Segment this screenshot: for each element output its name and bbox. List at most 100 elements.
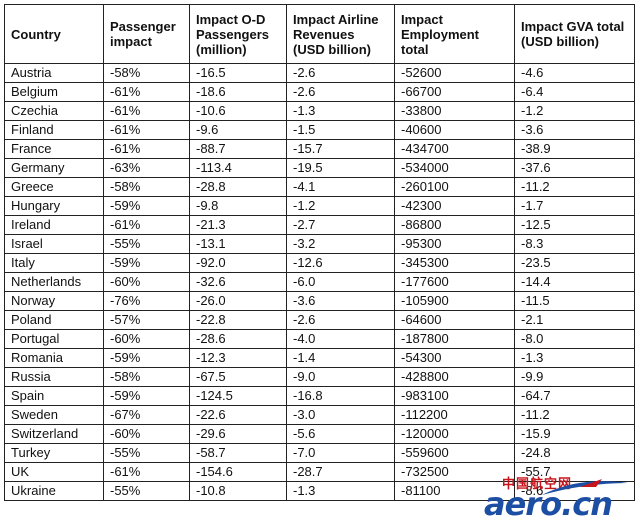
cell-passenger-impact: -61% <box>103 462 190 482</box>
cell-passenger-impact: -61% <box>103 215 190 235</box>
cell-passenger-impact: -60% <box>103 424 190 444</box>
table-row: Israel -55% -13.1 -3.2 -95300 -8.3 <box>4 234 635 254</box>
cell-passenger-impact: -60% <box>103 272 190 292</box>
cell-od-passengers: -10.8 <box>189 481 287 501</box>
cell-passenger-impact: -55% <box>103 481 190 501</box>
table-row: Turkey -55% -58.7 -7.0 -559600 -24.8 <box>4 443 635 463</box>
cell-country: Israel <box>4 234 104 254</box>
table-row: Sweden -67% -22.6 -3.0 -112200 -11.2 <box>4 405 635 425</box>
cell-gva: -1.3 <box>514 348 635 368</box>
cell-airline-revenues: -16.8 <box>286 386 395 406</box>
cell-passenger-impact: -61% <box>103 82 190 102</box>
cell-airline-revenues: -19.5 <box>286 158 395 178</box>
cell-country: Spain <box>4 386 104 406</box>
table-row: Ireland -61% -21.3 -2.7 -86800 -12.5 <box>4 215 635 235</box>
table-row: Hungary -59% -9.8 -1.2 -42300 -1.7 <box>4 196 635 216</box>
header-passenger-impact: Passenger impact <box>103 4 190 64</box>
cell-country: Ireland <box>4 215 104 235</box>
cell-passenger-impact: -58% <box>103 63 190 83</box>
cell-gva: -64.7 <box>514 386 635 406</box>
cell-passenger-impact: -61% <box>103 120 190 140</box>
cell-od-passengers: -88.7 <box>189 139 287 159</box>
cell-airline-revenues: -2.6 <box>286 63 395 83</box>
table-row: Belgium -61% -18.6 -2.6 -66700 -6.4 <box>4 82 635 102</box>
cell-country: Netherlands <box>4 272 104 292</box>
cell-gva: -11.2 <box>514 177 635 197</box>
cell-country: Hungary <box>4 196 104 216</box>
cell-country: France <box>4 139 104 159</box>
cell-country: Romania <box>4 348 104 368</box>
table-row: Switzerland -60% -29.6 -5.6 -120000 -15.9 <box>4 424 635 444</box>
cell-passenger-impact: -61% <box>103 101 190 121</box>
cell-employment: -428800 <box>394 367 515 387</box>
table-row: Ukraine -55% -10.8 -1.3 -81100 -8.6 <box>4 481 635 501</box>
cell-gva: -23.5 <box>514 253 635 273</box>
cell-gva: -2.1 <box>514 310 635 330</box>
cell-gva: -6.4 <box>514 82 635 102</box>
cell-airline-revenues: -3.2 <box>286 234 395 254</box>
cell-airline-revenues: -7.0 <box>286 443 395 463</box>
cell-employment: -42300 <box>394 196 515 216</box>
cell-airline-revenues: -6.0 <box>286 272 395 292</box>
cell-airline-revenues: -12.6 <box>286 253 395 273</box>
cell-gva: -14.4 <box>514 272 635 292</box>
cell-country: Ukraine <box>4 481 104 501</box>
cell-employment: -86800 <box>394 215 515 235</box>
cell-od-passengers: -13.1 <box>189 234 287 254</box>
cell-airline-revenues: -1.3 <box>286 481 395 501</box>
cell-od-passengers: -16.5 <box>189 63 287 83</box>
cell-airline-revenues: -15.7 <box>286 139 395 159</box>
table-row: Romania -59% -12.3 -1.4 -54300 -1.3 <box>4 348 635 368</box>
table-row: Netherlands -60% -32.6 -6.0 -177600 -14.4 <box>4 272 635 292</box>
swoosh-icon <box>542 479 628 495</box>
cell-country: Russia <box>4 367 104 387</box>
table-row: Germany -63% -113.4 -19.5 -534000 -37.6 <box>4 158 635 178</box>
cell-od-passengers: -12.3 <box>189 348 287 368</box>
cell-country: Austria <box>4 63 104 83</box>
cell-employment: -40600 <box>394 120 515 140</box>
table-row: Spain -59% -124.5 -16.8 -983100 -64.7 <box>4 386 635 406</box>
cell-passenger-impact: -67% <box>103 405 190 425</box>
cell-gva: -24.8 <box>514 443 635 463</box>
cell-country: Turkey <box>4 443 104 463</box>
cell-gva: -1.7 <box>514 196 635 216</box>
cell-airline-revenues: -3.0 <box>286 405 395 425</box>
table-row: Portugal -60% -28.6 -4.0 -187800 -8.0 <box>4 329 635 349</box>
table-row: Austria -58% -16.5 -2.6 -52600 -4.6 <box>4 63 635 83</box>
cell-passenger-impact: -57% <box>103 310 190 330</box>
cell-country: Norway <box>4 291 104 311</box>
cell-airline-revenues: -2.6 <box>286 82 395 102</box>
cell-employment: -434700 <box>394 139 515 159</box>
cell-employment: -64600 <box>394 310 515 330</box>
cell-country: Portugal <box>4 329 104 349</box>
cell-passenger-impact: -59% <box>103 253 190 273</box>
cell-gva: -1.2 <box>514 101 635 121</box>
cell-od-passengers: -29.6 <box>189 424 287 444</box>
cell-employment: -66700 <box>394 82 515 102</box>
cell-gva: -12.5 <box>514 215 635 235</box>
cell-employment: -95300 <box>394 234 515 254</box>
cell-passenger-impact: -61% <box>103 139 190 159</box>
impact-table: Country Passenger impact Impact O-D Pass… <box>4 4 635 501</box>
cell-employment: -33800 <box>394 101 515 121</box>
cell-employment: -112200 <box>394 405 515 425</box>
cell-employment: -177600 <box>394 272 515 292</box>
header-od-passengers: Impact O-D Passengers (million) <box>189 4 287 64</box>
cell-passenger-impact: -60% <box>103 329 190 349</box>
table-row: France -61% -88.7 -15.7 -434700 -38.9 <box>4 139 635 159</box>
cell-employment: -345300 <box>394 253 515 273</box>
cell-airline-revenues: -4.0 <box>286 329 395 349</box>
watermark-domain-text: aero.cn <box>484 485 613 523</box>
cell-gva: -4.6 <box>514 63 635 83</box>
cell-airline-revenues: -2.6 <box>286 310 395 330</box>
cell-od-passengers: -67.5 <box>189 367 287 387</box>
cell-airline-revenues: -3.6 <box>286 291 395 311</box>
cell-od-passengers: -21.3 <box>189 215 287 235</box>
cell-passenger-impact: -55% <box>103 234 190 254</box>
cell-employment: -52600 <box>394 63 515 83</box>
cell-employment: -120000 <box>394 424 515 444</box>
cell-employment: -260100 <box>394 177 515 197</box>
cell-employment: -534000 <box>394 158 515 178</box>
cell-employment: -559600 <box>394 443 515 463</box>
cell-passenger-impact: -55% <box>103 443 190 463</box>
